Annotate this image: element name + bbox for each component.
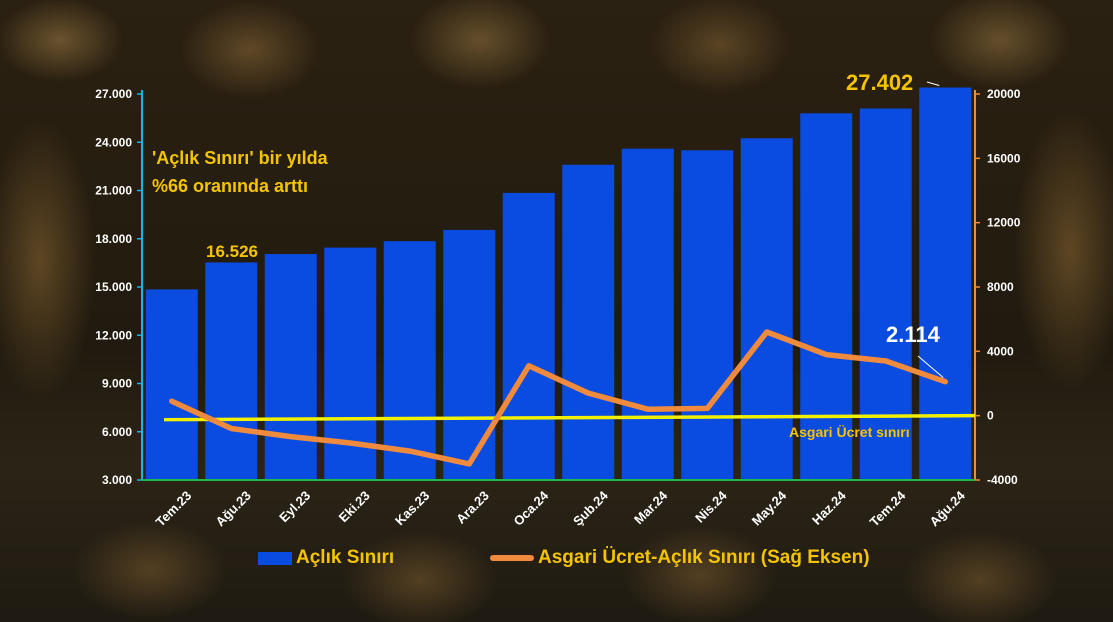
right-axis-tick-label: 4000 bbox=[987, 344, 1014, 358]
x-axis-category-label: Şub.24 bbox=[570, 487, 611, 528]
right-axis-tick-label: -4000 bbox=[987, 473, 1018, 487]
right-axis-tick-label: 8000 bbox=[987, 280, 1014, 294]
bar bbox=[859, 108, 912, 480]
left-axis-tick-label: 3.000 bbox=[102, 473, 132, 487]
x-axis-category-label: Nis.24 bbox=[692, 487, 730, 525]
last-line-leader bbox=[917, 355, 944, 379]
left-axis-tick-label: 24.000 bbox=[95, 135, 132, 149]
legend-line-swatch bbox=[490, 555, 534, 561]
x-axis-category-label: Kas.23 bbox=[392, 488, 432, 528]
min-wage-threshold-line bbox=[163, 413, 976, 422]
bar bbox=[502, 192, 555, 480]
x-axis-category-label: Eki.23 bbox=[336, 488, 373, 525]
left-axis-tick-label: 12.000 bbox=[95, 328, 132, 342]
left-axis-tick-label: 18.000 bbox=[95, 232, 132, 246]
x-axis-category-label: Tem.23 bbox=[153, 488, 195, 530]
annotation-line-2: %66 oranında arttı bbox=[152, 176, 309, 196]
min-wage-line-label: Asgari Ücret sınırı bbox=[789, 424, 910, 440]
legend-line: Asgari Ücret-Açlık Sınırı (Sağ Eksen) bbox=[490, 547, 870, 569]
bar bbox=[919, 87, 972, 481]
bar bbox=[145, 289, 198, 480]
x-axis-category-label: Ağu.24 bbox=[927, 487, 969, 529]
legend: Açlık Sınırı bbox=[258, 547, 394, 569]
left-axis-tick-label: 9.000 bbox=[102, 377, 132, 391]
left-axis-tick-label: 15.000 bbox=[95, 280, 132, 294]
x-axis-category-label: Mar.24 bbox=[631, 487, 671, 527]
annotation-line-1: 'Açlık Sınırı' bir yılda bbox=[152, 148, 328, 168]
bar bbox=[740, 138, 793, 480]
first-bar-label: 16.526 bbox=[206, 242, 258, 261]
x-axis-category-label: Ağu.23 bbox=[213, 488, 254, 529]
right-axis-tick-label: 16000 bbox=[987, 151, 1021, 165]
left-axis-tick-label: 27.000 bbox=[95, 87, 132, 101]
last-bar-label: 27.402 bbox=[846, 70, 914, 95]
bar bbox=[205, 262, 258, 480]
legend-line-label: Asgari Ücret-Açlık Sınırı (Sağ Eksen) bbox=[538, 547, 870, 568]
bar bbox=[562, 164, 615, 480]
left-axis-tick-label: 6.000 bbox=[102, 425, 132, 439]
right-axis-tick-label: 20000 bbox=[987, 87, 1021, 101]
right-axis-tick-label: 0 bbox=[987, 409, 994, 423]
chart-annotation: 'Açlık Sınırı' bir yılda %66 oranında ar… bbox=[152, 144, 328, 200]
last-line-label: 2.114 bbox=[886, 322, 940, 347]
legend-bar-label: Açlık Sınırı bbox=[296, 547, 395, 568]
bar bbox=[264, 254, 317, 480]
left-axis-tick-label: 21.000 bbox=[95, 184, 132, 198]
x-axis-category-label: May.24 bbox=[749, 487, 790, 528]
x-axis-category-label: Eyl.23 bbox=[276, 488, 313, 525]
last-bar-leader bbox=[926, 81, 940, 87]
x-axis-category-label: Haz.24 bbox=[809, 487, 849, 527]
right-axis-tick-label: 12000 bbox=[987, 216, 1021, 230]
x-axis-category-label: Tem.24 bbox=[867, 487, 909, 529]
bar bbox=[800, 113, 853, 481]
bar bbox=[621, 148, 674, 480]
x-axis-category-label: Oca.24 bbox=[511, 487, 552, 528]
legend-bar-swatch bbox=[258, 551, 292, 565]
bar bbox=[443, 229, 496, 480]
bar bbox=[681, 150, 734, 480]
x-axis-category-label: Ara.23 bbox=[453, 488, 492, 527]
gap-line-series bbox=[169, 329, 949, 467]
bar bbox=[383, 241, 436, 480]
